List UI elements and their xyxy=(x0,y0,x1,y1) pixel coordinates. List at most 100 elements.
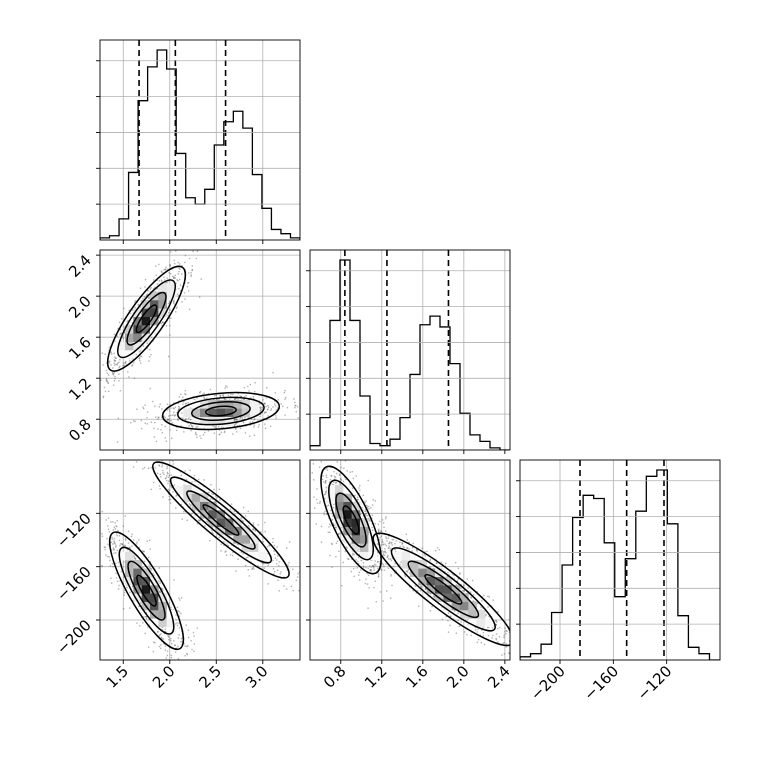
sample-point xyxy=(503,641,505,644)
sample-point xyxy=(508,631,510,633)
sample-point xyxy=(250,418,253,420)
sample-point xyxy=(247,510,249,513)
sample-point xyxy=(169,414,172,417)
sample-point xyxy=(105,369,108,372)
sample-point xyxy=(477,638,480,641)
sample-point xyxy=(335,482,337,484)
sample-point xyxy=(184,261,186,264)
panel-frame-2-1 xyxy=(309,459,511,661)
sample-point xyxy=(333,471,335,473)
sample-point xyxy=(224,430,226,433)
sample-point xyxy=(157,416,160,419)
sample-point xyxy=(173,301,175,303)
sample-point xyxy=(223,431,226,434)
sample-point xyxy=(167,314,169,316)
sample-point xyxy=(128,376,130,378)
sample-point xyxy=(148,356,151,358)
sample-point xyxy=(158,464,160,466)
sample-point xyxy=(138,304,140,306)
sample-point xyxy=(223,398,225,400)
sample-point xyxy=(158,590,161,593)
sample-point xyxy=(360,569,362,571)
sample-point xyxy=(382,554,384,557)
sample-point xyxy=(481,600,483,602)
sample-point xyxy=(356,496,359,499)
sample-point xyxy=(236,422,238,424)
sample-point xyxy=(233,418,236,421)
sample-point xyxy=(287,564,289,566)
density-cell xyxy=(116,341,126,351)
sample-point xyxy=(233,510,236,513)
sample-point xyxy=(382,551,385,553)
sample-point xyxy=(381,550,383,552)
sample-point xyxy=(171,268,173,270)
sample-point xyxy=(118,584,120,587)
sample-point xyxy=(157,416,160,419)
sample-point xyxy=(131,365,133,367)
sample-point xyxy=(104,546,106,548)
sample-point xyxy=(179,263,181,265)
sample-point xyxy=(183,431,185,433)
x-tick-label: 1.6 xyxy=(402,662,432,692)
sample-point xyxy=(530,633,531,634)
sample-point xyxy=(395,540,397,542)
density-cell xyxy=(216,501,226,511)
sample-point xyxy=(215,394,217,397)
sample-point xyxy=(495,624,497,627)
sample-point xyxy=(521,652,522,653)
sample-point xyxy=(155,443,156,444)
sample-point xyxy=(227,394,230,397)
sample-point xyxy=(95,392,96,393)
sample-point xyxy=(340,479,342,481)
sample-point xyxy=(463,584,465,586)
sample-point xyxy=(157,428,159,430)
sample-point xyxy=(342,480,345,483)
sample-point xyxy=(141,448,142,449)
sample-point xyxy=(188,272,190,274)
contour-line xyxy=(186,490,256,550)
density-cell xyxy=(158,308,167,317)
sample-point xyxy=(368,517,370,520)
sample-point xyxy=(424,551,426,553)
density-cell xyxy=(208,400,217,409)
sample-point xyxy=(103,386,106,389)
sample-point xyxy=(327,504,330,507)
sample-point xyxy=(467,619,469,621)
sample-point xyxy=(174,644,176,646)
sample-point xyxy=(212,498,214,500)
sample-point xyxy=(242,520,245,523)
sample-point xyxy=(460,583,462,586)
sample-point xyxy=(236,419,239,422)
sample-point xyxy=(152,573,154,575)
sample-point xyxy=(257,420,259,422)
sample-point xyxy=(378,533,381,536)
sample-point xyxy=(393,548,396,550)
sample-point xyxy=(122,545,124,547)
sample-point xyxy=(135,543,138,545)
sample-point xyxy=(286,547,288,549)
sample-point xyxy=(498,626,501,629)
sample-point xyxy=(175,429,178,432)
sample-point xyxy=(168,301,171,303)
sample-point xyxy=(113,526,116,529)
contour-line xyxy=(328,479,374,561)
sample-point xyxy=(124,545,126,547)
density-cell xyxy=(393,551,402,561)
sample-point xyxy=(449,624,451,627)
contour-line xyxy=(407,560,480,619)
panel-frame-2-2 xyxy=(519,459,721,661)
sample-point xyxy=(377,529,380,532)
sample-point xyxy=(232,551,234,553)
density-cell xyxy=(426,568,436,577)
sample-point xyxy=(295,424,296,425)
sample-point xyxy=(118,535,121,537)
sample-point xyxy=(167,473,169,475)
sample-point xyxy=(267,406,270,409)
sample-point xyxy=(166,650,169,652)
sample-point xyxy=(344,550,346,553)
sample-point xyxy=(178,611,181,613)
sample-point xyxy=(196,250,199,252)
sample-point xyxy=(150,353,152,356)
sample-point xyxy=(245,557,248,559)
sample-point xyxy=(146,294,148,296)
